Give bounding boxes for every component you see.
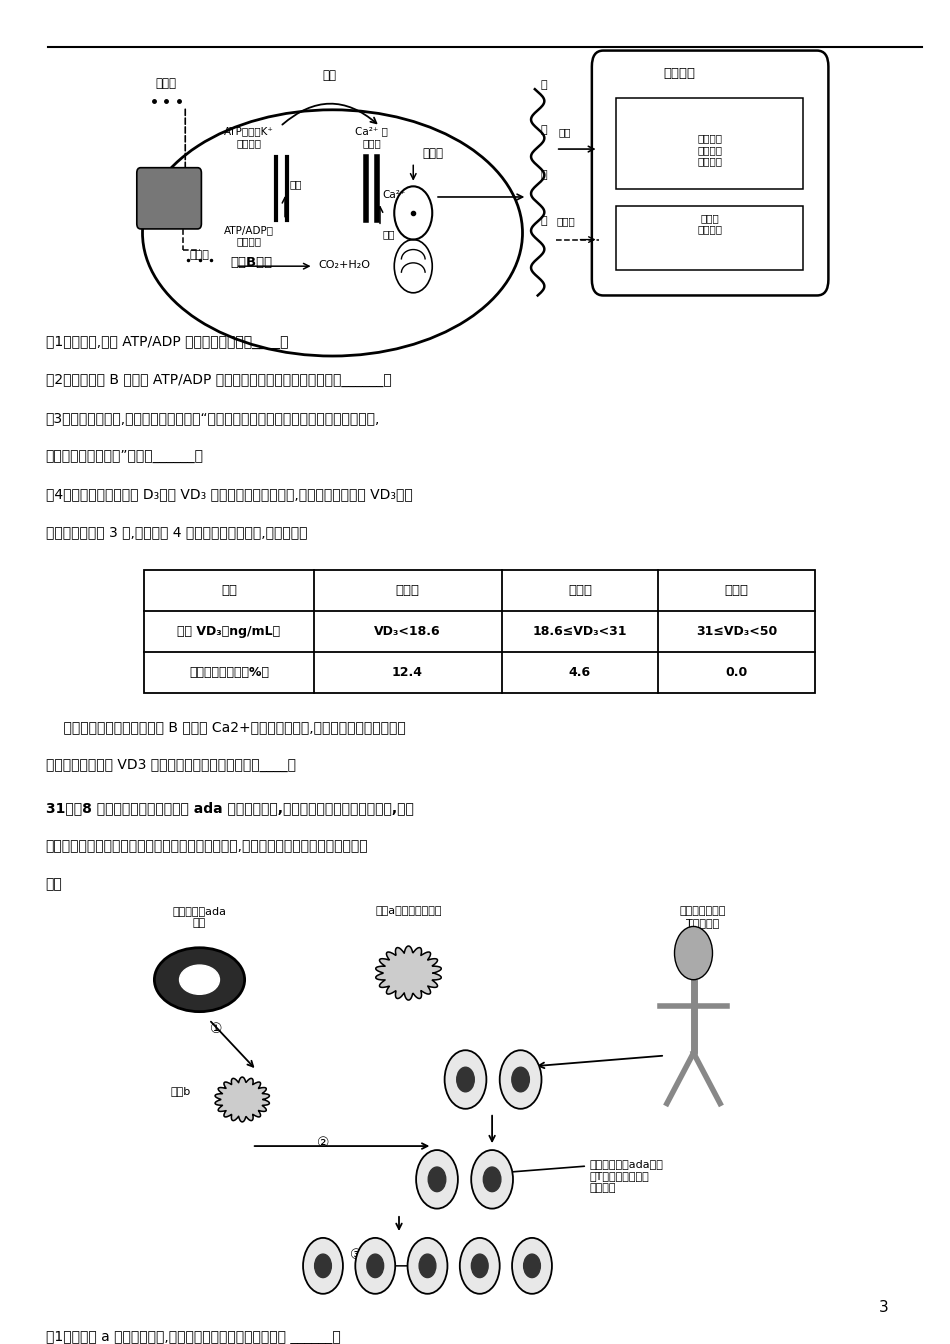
Text: 组织细胞: 组织细胞: [663, 67, 695, 79]
Circle shape: [460, 1238, 500, 1294]
Circle shape: [471, 1254, 488, 1278]
Text: 胰岛素: 胰岛素: [557, 216, 576, 226]
Text: 葡萄糖
转运蛋白: 葡萄糖 转运蛋白: [697, 212, 722, 235]
Bar: [144, 570, 815, 694]
Text: 毛: 毛: [541, 79, 546, 90]
Text: 膜岛B细胞: 膜岛B细胞: [231, 255, 273, 269]
Text: （3）结合图示信息,解释胰岛素所具有的“能促进组织细胞加速摄取、利用和储存葡萄糖,: （3）结合图示信息,解释胰岛素所具有的“能促进组织细胞加速摄取、利用和储存葡萄糖…: [46, 411, 380, 425]
Text: ③: ③: [350, 1249, 363, 1262]
Text: 从患者体内分离
T淋巴细胞: 从患者体内分离 T淋巴细胞: [680, 906, 726, 929]
Circle shape: [471, 1150, 513, 1208]
Text: 促进: 促进: [383, 228, 395, 239]
Circle shape: [523, 1254, 541, 1278]
Ellipse shape: [180, 965, 219, 995]
Text: （2）简述膜岛 B 细胞内 ATP/ADP 的比值上升促进胰岛素分泌的过程______。: （2）简述膜岛 B 细胞内 ATP/ADP 的比值上升促进胰岛素分泌的过程___…: [46, 374, 391, 387]
Text: 组别: 组别: [221, 583, 237, 597]
Text: 将携带正常人ada基因
的T淋巴细胞再注入
患者体内: 将携带正常人ada基因 的T淋巴细胞再注入 患者体内: [589, 1160, 663, 1192]
Text: 3: 3: [879, 1300, 888, 1314]
Polygon shape: [215, 1077, 270, 1122]
Text: 从而使血糖水平降低”效用：______。: 从而使血糖水平降低”效用：______。: [46, 449, 203, 464]
Text: 第二组: 第二组: [568, 583, 592, 597]
Circle shape: [484, 1167, 501, 1192]
Text: 促发: 促发: [290, 179, 302, 190]
Text: 葡萄糖: 葡萄糖: [190, 250, 209, 261]
Text: 生活在无菌环境。科学家对患者的基因治疗过程如图,使患者的免疫效用得到了很好的修: 生活在无菌环境。科学家对患者的基因治疗过程如图,使患者的免疫效用得到了很好的修: [46, 839, 369, 853]
Circle shape: [445, 1050, 486, 1109]
Text: 蛋白质、
糖原和脂
肪的合成: 蛋白质、 糖原和脂 肪的合成: [697, 133, 722, 167]
Circle shape: [314, 1254, 332, 1278]
Circle shape: [303, 1238, 343, 1294]
Text: 触发: 触发: [323, 69, 336, 82]
Text: 病毒a（含逆转录酶）: 病毒a（含逆转录酶）: [375, 906, 442, 917]
Text: 18.6≤VD₃<31: 18.6≤VD₃<31: [533, 625, 627, 638]
Text: 葡萄糖: 葡萄糖: [156, 77, 177, 90]
Text: 上图信息推测血浆 VD3 在此过程中的相关效用可能是____。: 上图信息推测血浆 VD3 在此过程中的相关效用可能是____。: [46, 758, 295, 771]
Text: ①: ①: [210, 1021, 223, 1036]
Text: 31≤VD₃<50: 31≤VD₃<50: [696, 625, 777, 638]
Circle shape: [419, 1254, 436, 1278]
Circle shape: [428, 1167, 446, 1192]
Text: Ca²⁺: Ca²⁺: [383, 190, 407, 200]
Text: 管: 管: [541, 215, 546, 226]
Text: 携带人正常ada
基因: 携带人正常ada 基因: [173, 906, 226, 929]
Circle shape: [512, 1067, 529, 1091]
Text: 0.0: 0.0: [726, 667, 748, 679]
Text: 第三组: 第三组: [725, 583, 749, 597]
Polygon shape: [376, 946, 441, 1000]
Text: 4.6: 4.6: [569, 667, 591, 679]
Text: CO₂+H₂O: CO₂+H₂O: [318, 259, 370, 270]
Circle shape: [355, 1238, 395, 1294]
Circle shape: [674, 926, 712, 980]
Text: 复。: 复。: [46, 878, 63, 891]
Circle shape: [408, 1238, 447, 1294]
Text: 12.4: 12.4: [392, 667, 423, 679]
Text: （4）为研究血浆维生素 D₃（用 VD₃ 表示）与糖尿病的关系,科研人员根据血浆 VD₃的含: （4）为研究血浆维生素 D₃（用 VD₃ 表示）与糖尿病的关系,科研人员根据血浆…: [46, 487, 412, 501]
Circle shape: [367, 1254, 384, 1278]
Text: 细: 细: [541, 125, 546, 136]
Text: 载体蛋白: 载体蛋白: [158, 194, 180, 203]
Text: ATP敏感的K⁺
通道关闭: ATP敏感的K⁺ 通道关闭: [224, 126, 274, 148]
Bar: [616, 206, 803, 270]
Circle shape: [512, 1238, 552, 1294]
Text: 促进: 促进: [558, 128, 571, 137]
Circle shape: [416, 1150, 458, 1208]
Text: Ca²⁺ 通
道打开: Ca²⁺ 通 道打开: [355, 126, 388, 148]
Text: 胰岛素: 胰岛素: [423, 146, 444, 160]
Text: 31．（8 分）缺乏腺苷酸脱氨酶（ ada ）基因的人体,不能够抵抗任何微生物的感染,只能: 31．（8 分）缺乏腺苷酸脱氨酶（ ada ）基因的人体,不能够抵抗任何微生物的…: [46, 801, 413, 816]
Circle shape: [457, 1067, 474, 1091]
Text: VD₃<18.6: VD₃<18.6: [374, 625, 441, 638]
Text: 量将受试者分为 3 组,跟踪统计 4 年后的糖尿病发病率,结果如表。: 量将受试者分为 3 组,跟踪统计 4 年后的糖尿病发病率,结果如表。: [46, 526, 307, 539]
Text: 第一组: 第一组: [395, 583, 420, 597]
Text: ②: ②: [316, 1137, 330, 1150]
Text: 血浆 VD₃（ng/mL）: 血浆 VD₃（ng/mL）: [178, 625, 280, 638]
Text: （1）进食后,图中 ATP/ADP 的比值上升原因是____。: （1）进食后,图中 ATP/ADP 的比值上升原因是____。: [46, 336, 288, 349]
Text: 糖尿病的发病率（%）: 糖尿病的发病率（%）: [189, 667, 269, 679]
Circle shape: [500, 1050, 542, 1109]
Text: （1）若病毒 a 侵染人体细胞,引起人体发生相应的免疫反应是 ______。: （1）若病毒 a 侵染人体细胞,引起人体发生相应的免疫反应是 ______。: [46, 1329, 340, 1344]
Text: ATP/ADP的
比值上升: ATP/ADP的 比值上升: [224, 224, 274, 246]
Text: 血: 血: [541, 171, 546, 180]
Bar: [616, 98, 803, 190]
Ellipse shape: [154, 948, 245, 1012]
Text: 进一步的研究发现：当胰岛 B 细胞内 Ca2+达到一定浓度后,胰岛素开始释放。请结合: 进一步的研究发现：当胰岛 B 细胞内 Ca2+达到一定浓度后,胰岛素开始释放。请…: [46, 720, 406, 734]
FancyBboxPatch shape: [137, 168, 201, 228]
Text: 病毒b: 病毒b: [170, 1086, 191, 1097]
